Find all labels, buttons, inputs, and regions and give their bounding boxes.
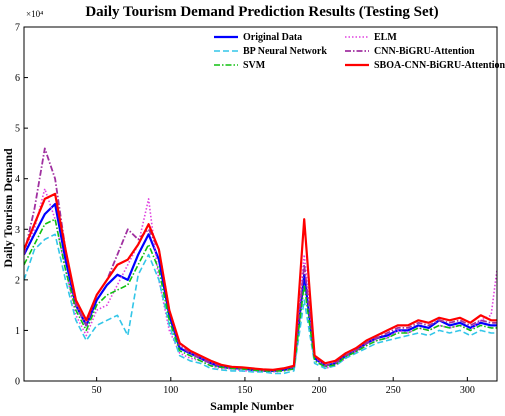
plot-frame [23, 26, 498, 382]
legend-label: ELM [374, 32, 397, 43]
x-tick-label: 250 [386, 385, 401, 396]
y-tick-label: 6 [15, 73, 20, 84]
x-tick-label: 300 [460, 385, 475, 396]
x-tick-label: 50 [92, 385, 102, 396]
legend-label: CNN-BiGRU-Attention [374, 46, 475, 57]
series-line-3 [24, 147, 497, 371]
y-tick-label: 1 [15, 326, 20, 337]
x-tick-label: 200 [312, 385, 327, 396]
y-tick-label: 7 [15, 23, 20, 34]
x-tick-label: 150 [237, 385, 252, 396]
y-tick-label: 3 [15, 225, 20, 236]
legend-label: SBOA-CNN-BiGRU-Attention [374, 60, 505, 71]
plot-area [24, 147, 497, 375]
legend-label: BP Neural Network [243, 46, 327, 57]
series-line-1 [24, 188, 497, 373]
y-multiplier-label: ×10⁴ [26, 9, 43, 19]
y-axis-label: Daily Tourism Demand [1, 148, 15, 268]
series-line-4 [24, 218, 497, 372]
x-axis-label: Sample Number [210, 399, 294, 413]
x-tick-label: 100 [163, 385, 178, 396]
y-tick-label: 5 [15, 124, 20, 135]
series-line-2 [24, 233, 497, 375]
y-tick-label: 0 [15, 377, 20, 388]
series-line-0 [24, 202, 497, 372]
legend-label: Original Data [243, 32, 302, 43]
legend-box [208, 30, 495, 76]
legend-label: SVM [243, 60, 266, 71]
legend: Original Data ELM BP Neural Network CNN-BiG… [208, 30, 505, 76]
y-tick-label: 2 [15, 275, 20, 286]
y-tick-label: 4 [15, 174, 20, 185]
chart-title: Daily Tourism Demand Prediction Results … [85, 4, 438, 20]
series-line-5 [24, 192, 497, 371]
axes: 50 100 150 200 250 300 0 1 2 3 4 5 6 7 [15, 23, 498, 396]
